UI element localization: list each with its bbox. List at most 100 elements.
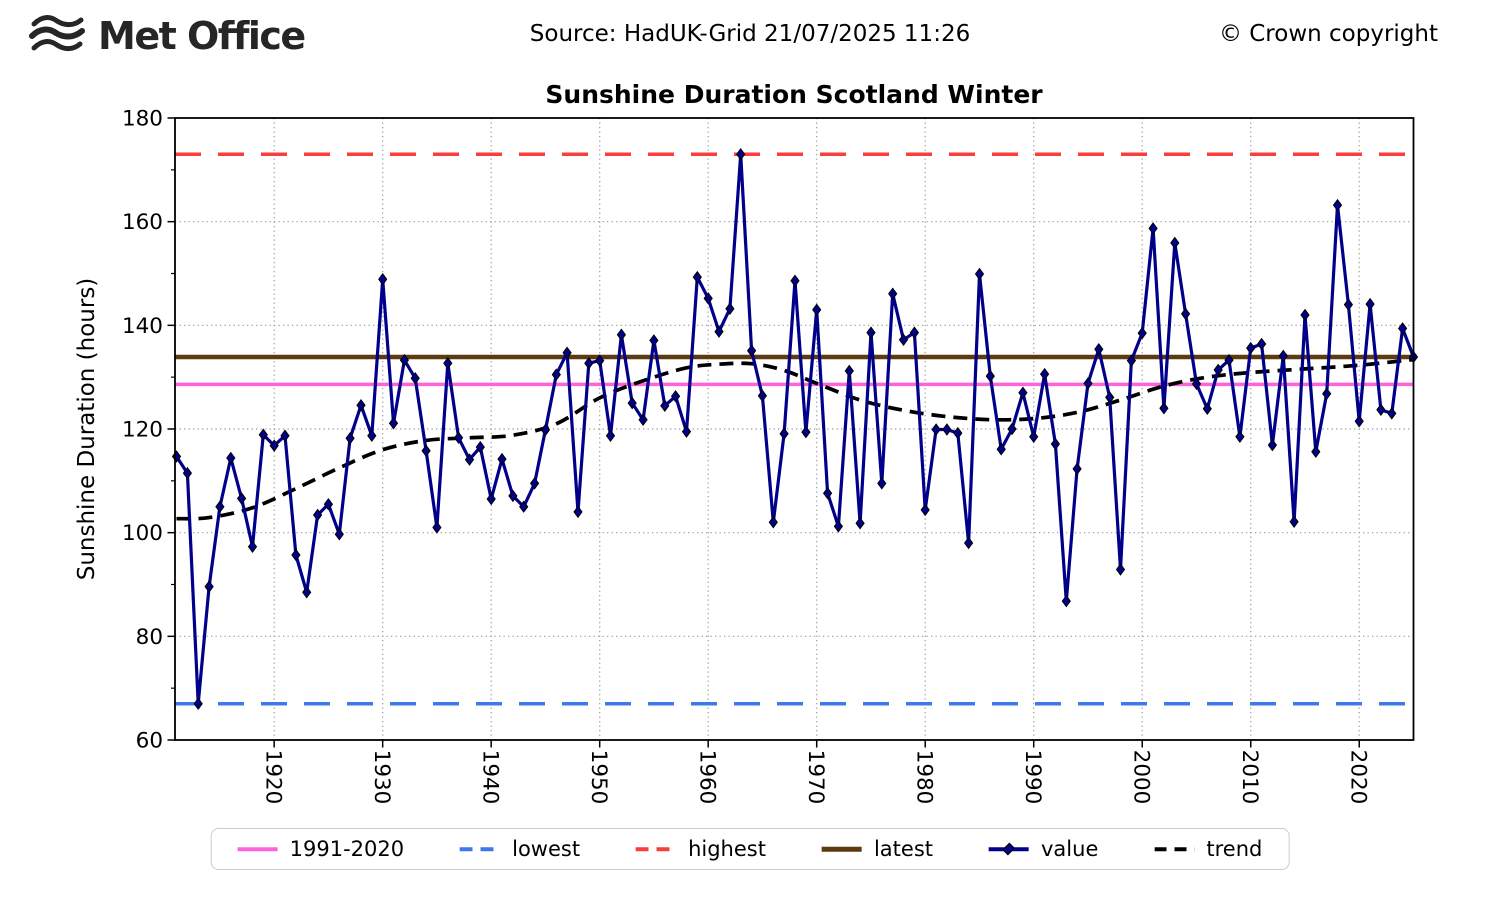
x-tick-label: 1940 bbox=[478, 750, 503, 805]
value-marker bbox=[1376, 403, 1386, 417]
value-marker bbox=[681, 425, 692, 438]
value-marker bbox=[302, 586, 312, 599]
value-marker bbox=[1050, 437, 1061, 451]
value-marker bbox=[1332, 198, 1343, 212]
value-marker bbox=[486, 492, 496, 506]
value-marker bbox=[1397, 322, 1408, 335]
value-marker bbox=[790, 274, 800, 288]
value-marker bbox=[443, 356, 453, 370]
value-marker bbox=[931, 423, 941, 436]
value-marker bbox=[529, 477, 540, 490]
x-tick-label: 2000 bbox=[1129, 750, 1154, 805]
value-marker bbox=[258, 428, 268, 441]
value-marker bbox=[497, 452, 507, 466]
value-marker bbox=[1246, 341, 1256, 355]
x-tick-label: 1990 bbox=[1020, 750, 1045, 805]
y-tick-label: 100 bbox=[122, 521, 163, 546]
value-marker bbox=[236, 492, 247, 505]
x-tick-label: 1960 bbox=[695, 750, 720, 805]
x-tick-label: 1950 bbox=[586, 750, 611, 805]
value-marker bbox=[1039, 367, 1050, 381]
value-marker bbox=[204, 580, 214, 593]
legend-swatch bbox=[989, 842, 1030, 856]
value-marker bbox=[1029, 430, 1039, 444]
x-tick-label: 1980 bbox=[912, 750, 937, 805]
legend-item-label: trend bbox=[1206, 837, 1263, 861]
value-marker bbox=[1007, 422, 1017, 436]
value-marker bbox=[1213, 363, 1223, 377]
value-marker bbox=[1094, 342, 1104, 356]
source-text: Source: HadUK-Grid 21/07/2025 11:26 bbox=[529, 21, 971, 47]
value-marker bbox=[182, 466, 193, 480]
value-marker bbox=[551, 368, 561, 381]
legend-item-label: highest bbox=[688, 837, 766, 861]
value-marker bbox=[649, 334, 659, 347]
value-marker bbox=[1365, 297, 1375, 311]
legend-swatch bbox=[1154, 847, 1195, 852]
value-marker bbox=[1018, 386, 1028, 399]
value-marker bbox=[822, 487, 833, 500]
x-tick-label: 2010 bbox=[1237, 750, 1262, 805]
value-marker bbox=[388, 417, 399, 430]
value-marker bbox=[291, 548, 301, 562]
y-tick-label: 60 bbox=[136, 729, 163, 754]
y-tick-label: 160 bbox=[122, 210, 163, 235]
value-marker bbox=[1083, 377, 1093, 390]
value-marker bbox=[345, 432, 355, 445]
value-marker bbox=[1115, 563, 1126, 576]
value-marker bbox=[508, 489, 518, 503]
value-marker bbox=[1387, 407, 1397, 420]
value-marker bbox=[866, 326, 876, 339]
value-marker bbox=[627, 396, 637, 410]
value-marker bbox=[714, 325, 724, 338]
value-marker bbox=[1235, 430, 1245, 444]
value-marker bbox=[888, 287, 898, 300]
legend-swatch bbox=[821, 846, 862, 852]
value-marker bbox=[1072, 462, 1082, 476]
trend-line bbox=[176, 357, 1414, 521]
value-marker bbox=[736, 148, 746, 161]
y-tick-label: 140 bbox=[122, 314, 163, 339]
value-marker bbox=[584, 356, 594, 370]
legend-item-label: 1991-2020 bbox=[289, 837, 405, 861]
y-tick-label: 180 bbox=[122, 107, 163, 132]
legend-item-label: lowest bbox=[512, 837, 581, 861]
legend-item-lowest: lowest bbox=[460, 837, 580, 861]
value-marker bbox=[1170, 236, 1180, 250]
value-marker bbox=[725, 302, 735, 315]
copyright-text: © Crown copyright bbox=[1218, 21, 1438, 47]
legend-item-1991-2020: 1991-2020 bbox=[237, 837, 405, 861]
value-marker bbox=[963, 536, 974, 550]
value-marker bbox=[985, 369, 995, 383]
value-marker bbox=[953, 426, 963, 440]
value-marker bbox=[367, 429, 377, 442]
value-marker bbox=[1137, 326, 1147, 340]
value-marker bbox=[1159, 402, 1169, 415]
value-marker bbox=[1322, 387, 1332, 401]
value-marker bbox=[660, 399, 670, 412]
value-marker bbox=[833, 520, 844, 533]
value-marker bbox=[421, 444, 431, 458]
legend-item-label: latest bbox=[873, 837, 934, 861]
y-axis-label: Sunshine Duration (hours) bbox=[74, 278, 100, 581]
value-marker bbox=[269, 439, 279, 452]
value-marker bbox=[692, 270, 702, 284]
value-marker bbox=[942, 423, 952, 436]
x-tick-label: 1920 bbox=[261, 750, 286, 805]
legend-diamond-marker-icon bbox=[1002, 842, 1016, 856]
value-marker bbox=[464, 453, 475, 466]
value-marker bbox=[703, 292, 713, 305]
y-tick-label: 120 bbox=[122, 418, 163, 443]
value-marker bbox=[562, 346, 572, 360]
value-marker bbox=[1343, 298, 1354, 311]
value-marker bbox=[877, 477, 887, 490]
value-marker bbox=[996, 442, 1006, 456]
value-marker bbox=[670, 390, 681, 403]
legend: 1991-2020 lowest highest latest value trend bbox=[210, 828, 1290, 870]
met-office-logo: Met Office bbox=[28, 12, 306, 60]
met-office-waves-icon bbox=[29, 15, 85, 52]
met-office-logo-text: Met Office bbox=[98, 14, 306, 58]
value-marker bbox=[1061, 594, 1071, 608]
value-marker bbox=[193, 697, 203, 710]
value-marker bbox=[573, 505, 583, 519]
